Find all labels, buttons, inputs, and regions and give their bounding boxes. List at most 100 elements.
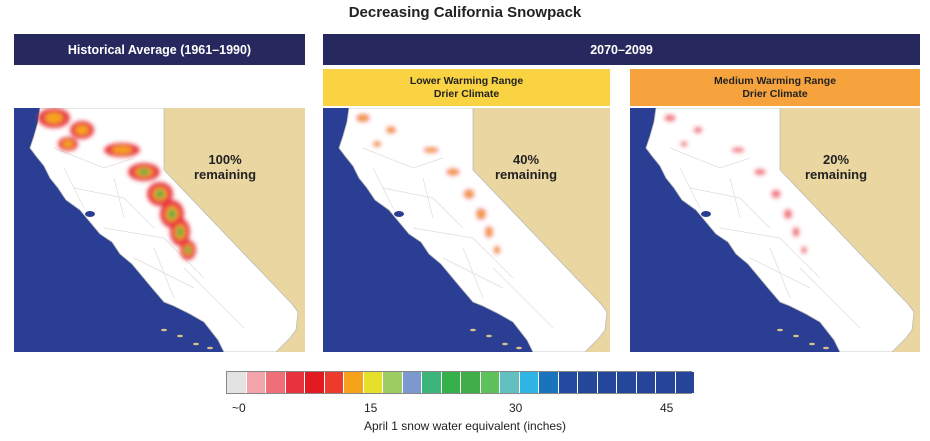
historical-band: Historical Average (1961–1990) (14, 34, 305, 65)
remaining-word: remaining (494, 167, 558, 182)
legend-swatch (675, 372, 695, 393)
legend-swatch (402, 372, 422, 393)
bay-area (85, 211, 95, 217)
snowpack-core (45, 112, 63, 124)
island (516, 346, 522, 350)
snowpack-layer (38, 108, 196, 260)
california-area (645, 108, 915, 352)
future-band: 2070–2099 (323, 34, 920, 65)
legend-swatch (578, 372, 598, 393)
medium-warming-band: Medium Warming Range Drier Climate (630, 69, 920, 106)
snowpack-lobe (801, 246, 807, 254)
island (809, 342, 815, 346)
legend-swatch (539, 372, 559, 393)
snowpack-lobe (792, 227, 800, 237)
legend-tick: 30 (509, 401, 523, 415)
legend-swatch (422, 372, 442, 393)
legend-swatch (500, 372, 520, 393)
california-map (14, 108, 305, 352)
county-lines (53, 147, 245, 329)
snowpack-layer (664, 114, 807, 254)
remaining-word: remaining (193, 167, 257, 182)
legend-swatch (246, 372, 266, 393)
nevada-area (164, 108, 305, 352)
snowpack-core (374, 142, 380, 146)
snowpack-lobe (771, 189, 781, 199)
island (193, 342, 199, 346)
snowpack-core (466, 191, 472, 197)
lower-climate-label: Drier Climate (433, 87, 500, 100)
snowpack-peak (177, 227, 183, 237)
legend-swatch (441, 372, 461, 393)
remaining-label-historical: 100% remaining (170, 152, 280, 182)
remaining-label-medium: 20% remaining (781, 152, 891, 182)
snowpack-core (62, 140, 74, 148)
snowpack-lobe (680, 141, 688, 147)
california-area (338, 108, 608, 352)
historical-band-label: Historical Average (1961–1990) (67, 42, 252, 57)
legend-swatch (383, 372, 403, 393)
snowpack-lobe (664, 114, 676, 122)
legend-swatch (519, 372, 539, 393)
lower-warming-band: Lower Warming Range Drier Climate (323, 69, 610, 106)
snowpack-core (427, 148, 435, 152)
snowpack-core (486, 228, 492, 236)
map-medium-warming (630, 108, 920, 352)
county-lines (669, 147, 861, 329)
legend-tick: ~0 (232, 401, 246, 415)
snowpack-lobe (754, 168, 766, 176)
legend-swatch (636, 372, 656, 393)
legend-swatch (266, 372, 286, 393)
snowpack-layer (356, 114, 501, 254)
snowpack-lobe (693, 126, 703, 134)
california-area (29, 108, 299, 352)
snowpack-core (359, 115, 367, 121)
legend-swatch (597, 372, 617, 393)
legend-label: April 1 snow water equivalent (inches) (363, 419, 567, 433)
legend-swatch (324, 372, 344, 393)
legend-swatch (363, 372, 383, 393)
legend-swatch (344, 372, 364, 393)
legend-swatch (617, 372, 637, 393)
snowpack-core (75, 125, 89, 135)
snowpack-peak (168, 209, 176, 219)
map-lower-warming (323, 108, 610, 352)
remaining-value: 20% (822, 152, 850, 167)
snowpack-peak (139, 168, 149, 176)
nevada-area (780, 108, 920, 352)
bay-area (701, 211, 711, 217)
figure-title: Decreasing California Snowpack (348, 4, 582, 21)
legend-swatch (227, 372, 247, 393)
snowpack-peak (185, 246, 191, 254)
future-band-label: 2070–2099 (590, 42, 653, 57)
island (177, 334, 183, 338)
remaining-value: 40% (512, 152, 540, 167)
legend-swatch (558, 372, 578, 393)
island (207, 346, 213, 350)
color-legend (227, 372, 695, 393)
snowpack-core (388, 128, 394, 132)
medium-climate-label: Drier Climate (742, 87, 808, 100)
medium-warming-label: Medium Warming Range (713, 74, 837, 87)
island (777, 328, 783, 332)
snowpack-lobe (731, 147, 745, 153)
island (502, 342, 508, 346)
legend-tick: 15 (364, 401, 378, 415)
map-historical (14, 108, 305, 352)
california-map (630, 108, 920, 352)
snowpack-core (478, 210, 484, 218)
lower-warming-label: Lower Warming Range (409, 74, 524, 87)
legend-swatch (461, 372, 481, 393)
legend-swatch (285, 372, 305, 393)
remaining-value: 100% (208, 152, 242, 167)
county-lines (362, 147, 554, 329)
snowpack-core (449, 170, 457, 174)
snowpack-lobe (783, 209, 793, 219)
island (470, 328, 476, 332)
legend-swatch (305, 372, 325, 393)
island (823, 346, 829, 350)
bay-area (394, 211, 404, 217)
snowpack-core (112, 146, 132, 154)
california-map (323, 108, 610, 352)
legend-swatch (656, 372, 676, 393)
